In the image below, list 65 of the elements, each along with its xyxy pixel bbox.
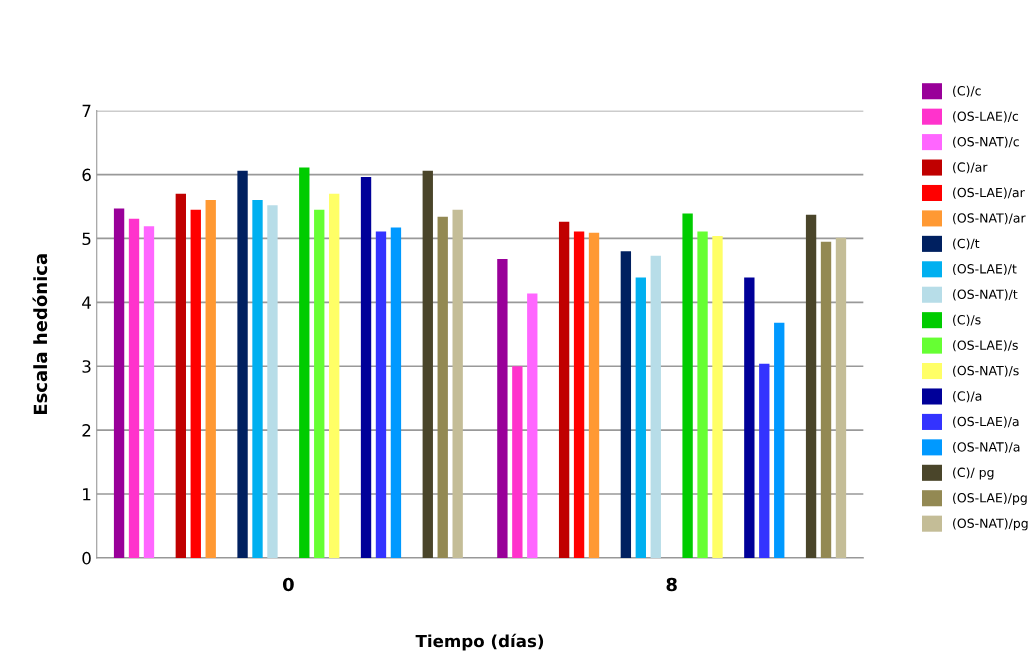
- bar: [759, 363, 770, 558]
- legend-label: (C)/t: [953, 238, 980, 250]
- x-axis-title: Tiempo (días): [415, 633, 544, 651]
- legend-label: (OS-NAT)/t: [953, 289, 1018, 301]
- bar: [299, 167, 310, 558]
- bar: [697, 231, 708, 558]
- bar: [452, 209, 463, 558]
- bar: [252, 200, 263, 558]
- y-tick-label: 3: [82, 360, 91, 373]
- bar: [237, 170, 248, 558]
- bar: [390, 227, 402, 558]
- bar: [682, 213, 693, 558]
- legend-label: (OS-NAT)/pg: [953, 518, 1028, 531]
- bar: [527, 293, 538, 558]
- bar: [512, 366, 523, 558]
- bar: [375, 231, 387, 558]
- bar: [558, 221, 570, 558]
- legend-label: (OS-LAE)/pg: [953, 492, 1027, 505]
- y-tick-label: 5: [82, 232, 91, 246]
- bar: [820, 241, 832, 558]
- legend-label: (OS-LAE)/ar: [953, 187, 1025, 199]
- bar: [497, 258, 508, 558]
- bar: [422, 170, 433, 558]
- bar: [128, 218, 140, 558]
- y-tick-label: 0: [82, 551, 91, 565]
- bar: [314, 209, 325, 558]
- y-tick-label: 4: [82, 296, 91, 309]
- legend-label: (OS-LAE)/t: [953, 263, 1017, 276]
- y-tick-label: 7: [82, 104, 91, 117]
- y-tick-label: 2: [82, 424, 91, 437]
- legend-label: (C)/ar: [953, 162, 988, 174]
- bar: [205, 200, 216, 558]
- y-tick-label: 1: [83, 488, 91, 501]
- bar: [175, 193, 186, 558]
- bar: [635, 277, 646, 558]
- bar: [774, 322, 785, 558]
- bar: [573, 231, 585, 558]
- bar: [360, 177, 372, 558]
- bar: [835, 237, 847, 558]
- bar: [712, 235, 723, 558]
- legend-label: (OS-LAE)/s: [953, 340, 1018, 352]
- y-tick-label: 6: [82, 168, 91, 182]
- bar: [267, 205, 278, 558]
- legend-label: (OS-NAT)/ar: [953, 213, 1026, 225]
- legend-label: (OS-NAT)/a: [953, 441, 1020, 454]
- bar: [437, 216, 448, 558]
- bar: [329, 193, 340, 558]
- legend-label: (C)/s: [953, 314, 981, 326]
- bar: [650, 255, 661, 558]
- legend-label: (C)/ pg: [953, 467, 994, 480]
- bar: [620, 251, 632, 558]
- bar: [143, 226, 155, 558]
- bar: [113, 208, 125, 558]
- legend-label: (OS-LAE)/c: [953, 111, 1019, 123]
- legend-label: (C)/c: [953, 85, 981, 97]
- legend-label: (C)/a: [953, 391, 982, 403]
- legend-label: (OS-NAT)/c: [953, 136, 1019, 148]
- bar: [190, 209, 201, 558]
- bar: [588, 232, 600, 558]
- legend-label: (OS-NAT)/s: [953, 365, 1019, 377]
- bar: [805, 214, 817, 558]
- legend-label: (OS-LAE)/a: [953, 416, 1019, 428]
- x-tick-label: 8: [666, 577, 677, 592]
- bar: [744, 277, 755, 558]
- y-axis-title: Escala hedónica: [32, 254, 48, 415]
